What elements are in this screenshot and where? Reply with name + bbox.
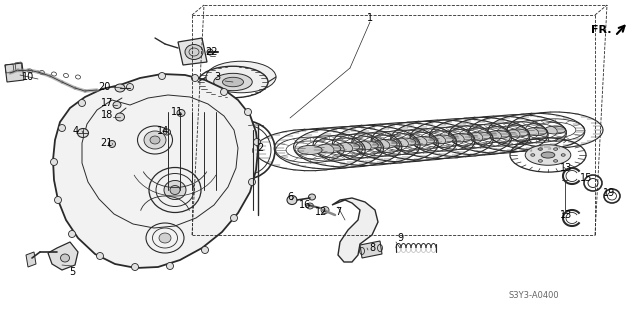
Ellipse shape: [541, 152, 555, 158]
Ellipse shape: [131, 263, 138, 271]
Ellipse shape: [321, 206, 329, 213]
Ellipse shape: [525, 128, 547, 136]
Ellipse shape: [253, 138, 260, 145]
Ellipse shape: [163, 129, 170, 135]
Polygon shape: [26, 252, 36, 267]
Ellipse shape: [202, 247, 209, 254]
Ellipse shape: [164, 181, 186, 199]
Text: 17: 17: [101, 98, 113, 108]
Ellipse shape: [191, 75, 198, 81]
Ellipse shape: [538, 160, 543, 162]
Ellipse shape: [77, 129, 88, 137]
Ellipse shape: [150, 136, 160, 144]
Ellipse shape: [166, 263, 173, 270]
Ellipse shape: [51, 159, 58, 166]
Polygon shape: [5, 63, 24, 82]
Ellipse shape: [68, 231, 76, 238]
Ellipse shape: [393, 138, 416, 147]
Ellipse shape: [431, 135, 453, 144]
Ellipse shape: [97, 253, 104, 259]
Ellipse shape: [115, 84, 125, 92]
Text: 19: 19: [603, 188, 615, 198]
Ellipse shape: [159, 233, 171, 243]
Text: 22: 22: [205, 47, 217, 57]
Ellipse shape: [538, 148, 543, 150]
Text: 11: 11: [171, 107, 183, 117]
Text: 10: 10: [22, 72, 34, 82]
Polygon shape: [178, 38, 207, 65]
Ellipse shape: [298, 145, 322, 154]
Ellipse shape: [170, 186, 180, 195]
Ellipse shape: [159, 72, 166, 79]
Ellipse shape: [412, 137, 435, 145]
Ellipse shape: [488, 130, 509, 139]
Text: 13: 13: [560, 163, 572, 173]
Text: 5: 5: [69, 267, 75, 277]
Ellipse shape: [287, 196, 297, 204]
Polygon shape: [48, 242, 78, 270]
Ellipse shape: [177, 109, 185, 116]
Ellipse shape: [308, 194, 316, 200]
Ellipse shape: [506, 129, 528, 137]
Ellipse shape: [127, 84, 134, 91]
Ellipse shape: [58, 124, 65, 131]
Ellipse shape: [230, 214, 237, 221]
Text: 3: 3: [214, 72, 220, 82]
Ellipse shape: [525, 145, 571, 165]
Ellipse shape: [214, 73, 252, 91]
Ellipse shape: [317, 144, 341, 153]
Ellipse shape: [336, 143, 360, 152]
Ellipse shape: [450, 134, 472, 142]
Ellipse shape: [54, 197, 61, 204]
Ellipse shape: [355, 141, 378, 150]
Ellipse shape: [554, 160, 557, 162]
Text: 2: 2: [257, 143, 263, 153]
Text: 20: 20: [98, 82, 110, 92]
Text: 16: 16: [299, 200, 311, 210]
Ellipse shape: [248, 179, 255, 186]
Text: 21: 21: [100, 138, 112, 148]
Ellipse shape: [115, 113, 125, 121]
Text: FR.: FR.: [591, 25, 612, 35]
Ellipse shape: [545, 126, 566, 134]
Ellipse shape: [307, 203, 314, 209]
Text: 6: 6: [287, 192, 293, 202]
Ellipse shape: [561, 154, 565, 156]
Ellipse shape: [244, 108, 252, 115]
Text: 4: 4: [73, 126, 79, 136]
Text: 12: 12: [315, 207, 327, 217]
Ellipse shape: [61, 254, 70, 262]
Ellipse shape: [144, 131, 166, 149]
Ellipse shape: [207, 49, 213, 55]
Polygon shape: [332, 198, 378, 262]
Text: S3Y3-A0400: S3Y3-A0400: [509, 291, 559, 300]
Polygon shape: [360, 241, 382, 258]
Text: 7: 7: [335, 207, 341, 217]
Text: 9: 9: [397, 233, 403, 243]
Ellipse shape: [223, 77, 243, 87]
Ellipse shape: [221, 88, 227, 95]
Ellipse shape: [554, 148, 557, 150]
Polygon shape: [53, 74, 258, 268]
Text: 15: 15: [580, 173, 592, 183]
Text: 18: 18: [101, 110, 113, 120]
Text: 1: 1: [367, 13, 373, 23]
Ellipse shape: [531, 154, 535, 156]
Ellipse shape: [206, 61, 276, 93]
Ellipse shape: [109, 140, 115, 147]
Ellipse shape: [113, 101, 121, 108]
Ellipse shape: [185, 44, 203, 60]
Text: 14: 14: [157, 126, 169, 136]
Ellipse shape: [468, 132, 491, 140]
Text: 13: 13: [560, 210, 572, 220]
Ellipse shape: [374, 139, 397, 148]
Text: 8: 8: [369, 243, 375, 253]
Ellipse shape: [79, 100, 86, 107]
